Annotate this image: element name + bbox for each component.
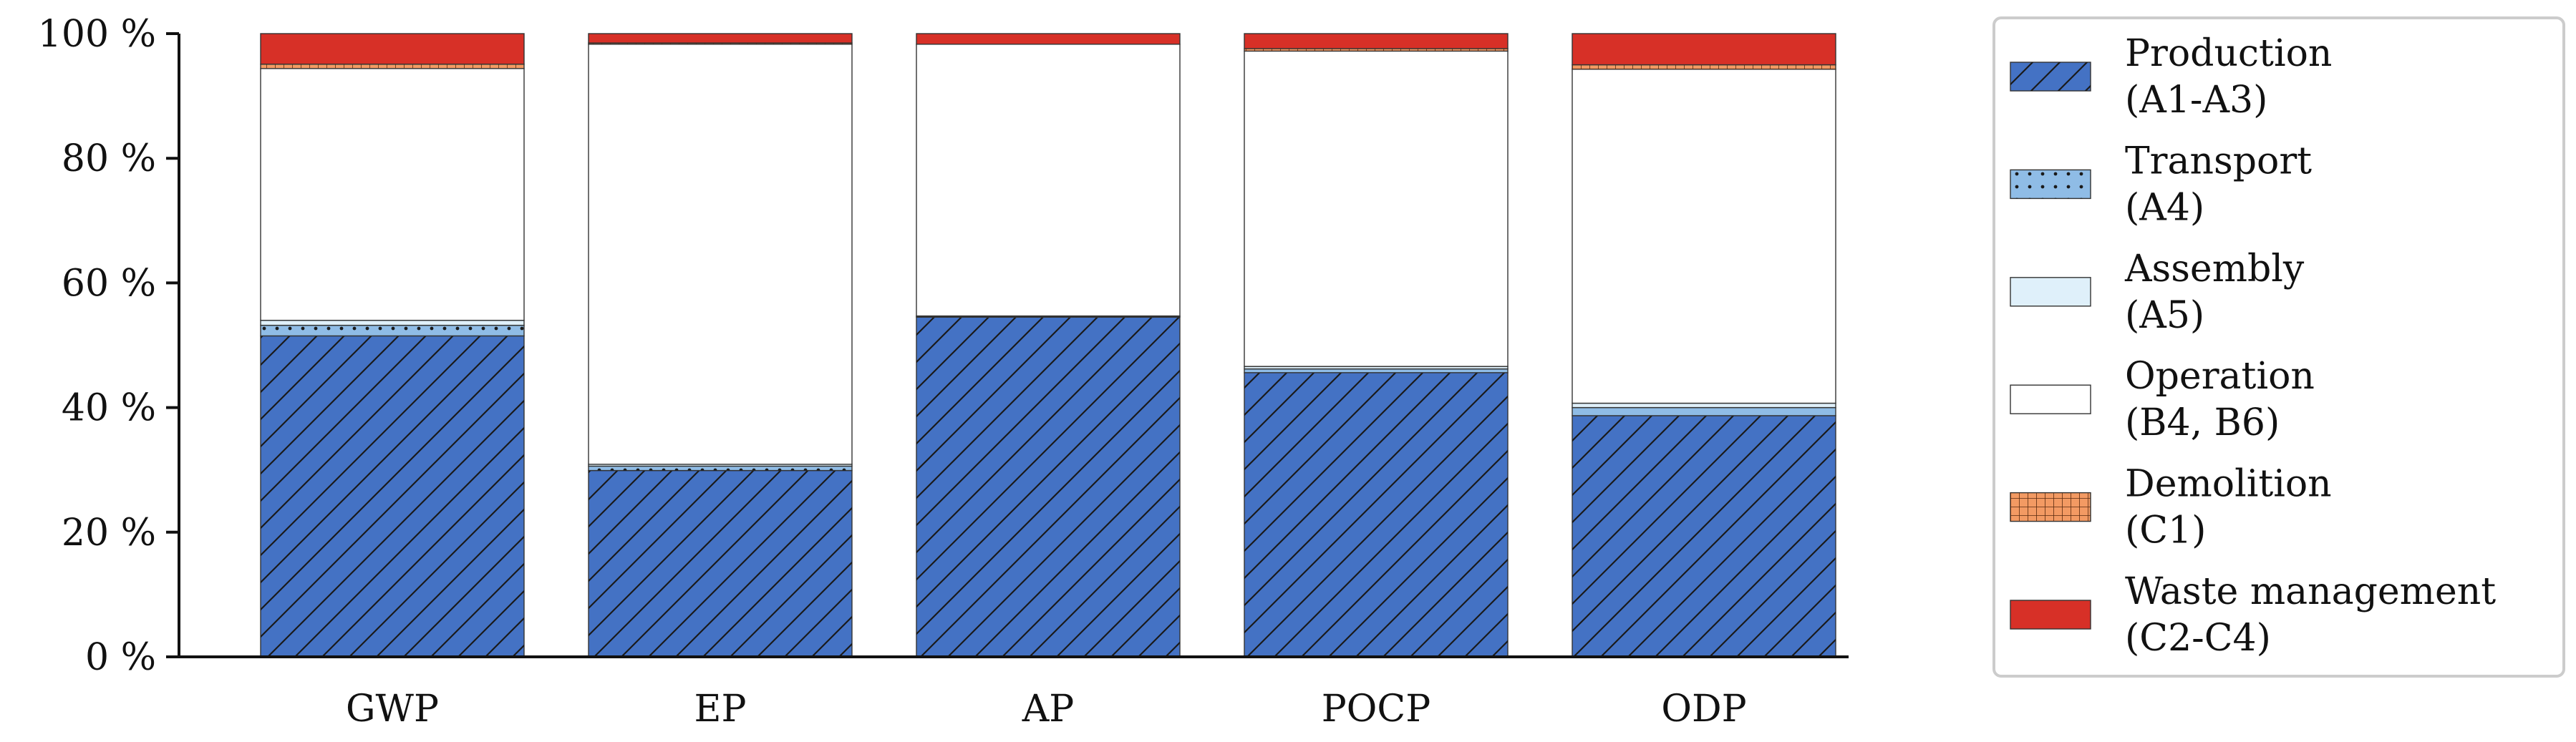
bar-odp-assembly	[1572, 402, 1836, 409]
legend-swatch-operation	[2010, 384, 2091, 414]
bar-pattern-pocp-demolition	[1244, 48, 1508, 52]
bar-gwp-waste	[260, 33, 525, 65]
legend-label-waste: Waste management	[2125, 570, 2496, 613]
bar-pattern-ep-transport	[589, 466, 852, 471]
x-tick-label-odp: ODP	[1661, 688, 1746, 731]
bar-ep-operation	[588, 44, 853, 465]
bar-pattern-ep-production	[589, 470, 852, 657]
bar-ap-waste	[916, 33, 1181, 45]
legend: Production(A1-A3) Transport(A4) Assembly(A…	[1992, 16, 2565, 678]
legend-frame	[1992, 16, 2565, 678]
bar-odp-operation	[1572, 68, 1836, 404]
x-tick-label-ap: AP	[1022, 688, 1075, 731]
legend-swatch-assembly	[2010, 277, 2091, 307]
bar-pattern-ep-demolition	[589, 43, 852, 44]
bar-pattern-odp-demolition	[1572, 64, 1836, 69]
bar-pattern-pocp-production	[1244, 372, 1508, 657]
legend-swatch-pattern-demolition	[2010, 492, 2091, 522]
y-tick-label-20: 20 %	[62, 512, 156, 555]
bar-pattern-gwp-production	[261, 336, 524, 657]
legend-label-production: Production	[2125, 32, 2332, 75]
y-tick-label-80: 80 %	[62, 137, 156, 180]
bar-ep-waste	[588, 33, 853, 44]
x-tick-label-gwp: GWP	[346, 688, 439, 731]
legend-swatch-pattern-transport	[2010, 170, 2091, 199]
x-tick-label-ep: EP	[694, 688, 747, 731]
legend-sublabel-demolition: (C1)	[2125, 509, 2206, 552]
bar-gwp-operation	[260, 68, 525, 321]
y-tick-label-40: 40 %	[62, 387, 156, 430]
plot-area: GWP EP AP POCP ODP 0 % 20 % 40 % 60 % 80 % 100 %	[38, 13, 1849, 731]
legend-sublabel-transport: (A4)	[2125, 186, 2204, 229]
bar-pattern-ap-production	[916, 317, 1180, 657]
bar-pattern-odp-transport	[1572, 407, 1836, 416]
legend-sublabel-waste: (C2-C4)	[2125, 617, 2271, 660]
bar-pattern-pocp-transport	[1244, 368, 1508, 373]
bar-pattern-odp-production	[1572, 415, 1836, 657]
legend-label-assembly: Assembly	[2124, 248, 2305, 291]
bar-pocp-operation	[1244, 50, 1509, 367]
legend-swatch-pattern-production	[2010, 62, 2091, 91]
legend-sublabel-assembly: (A5)	[2125, 294, 2204, 337]
legend-sublabel-operation: (B4, B6)	[2125, 401, 2280, 444]
bar-pattern-gwp-transport	[261, 325, 524, 336]
legend-sublabel-production: (A1-A3)	[2125, 79, 2267, 122]
bar-ap-operation	[916, 44, 1181, 317]
y-tick-label-60: 60 %	[62, 262, 156, 305]
x-tick-label-pocp: POCP	[1322, 688, 1430, 731]
bar-pattern-gwp-demolition	[261, 64, 524, 69]
legend-label-demolition: Demolition	[2125, 463, 2332, 506]
bar-odp-waste	[1572, 33, 1836, 66]
bar-gwp-assembly	[260, 319, 525, 326]
legend-label-operation: Operation	[2125, 355, 2315, 398]
y-tick-label-0: 0 %	[85, 636, 156, 679]
bar-pocp-waste	[1244, 33, 1509, 49]
legend-label-transport: Transport	[2125, 140, 2312, 182]
y-tick-label-100: 100 %	[38, 13, 156, 56]
legend-swatch-waste	[2010, 600, 2091, 630]
